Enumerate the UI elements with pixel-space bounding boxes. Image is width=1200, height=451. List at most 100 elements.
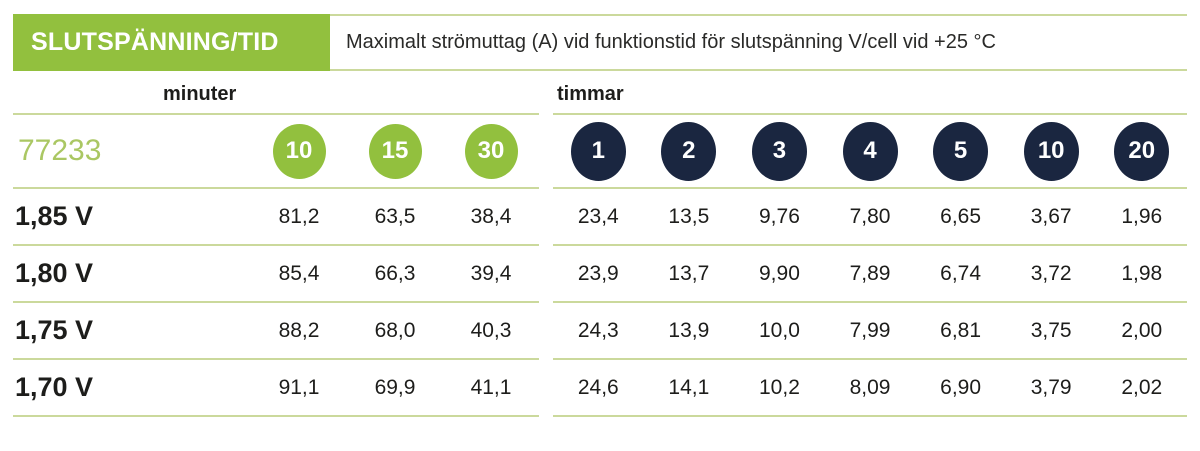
minutes-column-headers: 77233 10 15 30 <box>13 115 539 189</box>
value: 85,4 <box>278 261 320 285</box>
value: 13,9 <box>668 318 710 342</box>
hours-unit-label: timmar <box>557 83 624 105</box>
value: 3,67 <box>1030 204 1072 228</box>
value: 13,5 <box>668 204 710 228</box>
hours-20-badge: 20 <box>1114 121 1170 181</box>
value: 9,76 <box>759 204 800 228</box>
value: 24,3 <box>577 318 619 342</box>
minutes-15-badge: 15 <box>368 123 422 179</box>
value: 81,2 <box>278 204 320 228</box>
voltage-label: 1,85 V <box>15 201 94 231</box>
table-title-box: SLUTSPÄNNING/TID <box>13 14 330 71</box>
value: 24,6 <box>577 375 619 399</box>
value-cell: 85,4 <box>251 262 347 286</box>
value-cell: 6,90 <box>915 376 1006 400</box>
hours-header-cell: 1 <box>553 121 644 181</box>
value: 66,3 <box>374 261 416 285</box>
value-cell: 38,4 <box>443 205 539 229</box>
row-hours-values: 23,9 13,7 9,90 7,89 6,74 3,72 1,98 <box>553 246 1187 303</box>
value-cell: 1,96 <box>1096 205 1187 229</box>
value: 7,89 <box>849 261 891 285</box>
value: 41,1 <box>470 375 512 399</box>
product-code: 77233 <box>18 134 102 167</box>
row-minutes-values: 1,70 V 91,1 69,9 41,1 <box>13 360 539 417</box>
row-minutes-values: 1,85 V 81,2 63,5 38,4 <box>13 189 539 246</box>
column-group-gap <box>539 71 553 115</box>
value: 10,2 <box>759 375 800 399</box>
voltage-label-cell: 1,75 V <box>13 315 251 346</box>
table-description: Maximalt strömuttag (A) vid funktionstid… <box>346 31 996 53</box>
value-cell: 9,76 <box>734 205 825 229</box>
value-cell: 14,1 <box>644 376 735 400</box>
value: 2,00 <box>1121 318 1163 342</box>
value: 38,4 <box>470 204 512 228</box>
hours-1-badge: 1 <box>570 121 626 181</box>
value-cell: 6,74 <box>915 262 1006 286</box>
value-cell: 63,5 <box>347 205 443 229</box>
voltage-label-cell: 1,85 V <box>13 201 251 232</box>
row-minutes-values: 1,75 V 88,2 68,0 40,3 <box>13 303 539 360</box>
value: 88,2 <box>278 318 320 342</box>
value-cell: 23,4 <box>553 205 644 229</box>
table-description-box: Maximalt strömuttag (A) vid funktionstid… <box>330 14 1187 71</box>
value-cell: 8,09 <box>825 376 916 400</box>
value: 10,0 <box>759 318 800 342</box>
hours-10-badge: 10 <box>1023 121 1079 181</box>
voltage-label: 1,75 V <box>15 315 94 345</box>
value-cell: 7,99 <box>825 319 916 343</box>
minutes-30-badge: 30 <box>464 123 518 179</box>
value-cell: 7,89 <box>825 262 916 286</box>
table-row: 1,70 V 91,1 69,9 41,1 24,6 14,1 10,2 8,0… <box>0 360 1200 417</box>
value: 1,98 <box>1121 261 1163 285</box>
value: 63,5 <box>374 204 416 228</box>
hours-header-cell: 4 <box>825 121 916 181</box>
value: 2,02 <box>1121 375 1163 399</box>
voltage-label-cell: 1,70 V <box>13 372 251 403</box>
header-band: SLUTSPÄNNING/TID Maximalt strömuttag (A)… <box>13 14 1187 71</box>
value: 7,99 <box>849 318 891 342</box>
value-cell: 9,90 <box>734 262 825 286</box>
value: 6,90 <box>940 375 982 399</box>
value: 91,1 <box>278 375 320 399</box>
row-minutes-values: 1,80 V 85,4 66,3 39,4 <box>13 246 539 303</box>
value-cell: 3,67 <box>1006 205 1097 229</box>
hours-column-headers: 1 2 3 4 5 10 20 <box>553 115 1187 189</box>
value-cell: 7,80 <box>825 205 916 229</box>
value: 6,74 <box>940 261 982 285</box>
minutes-group-header: minuter <box>13 71 539 115</box>
hours-2-badge: 2 <box>661 121 717 181</box>
value-cell: 6,65 <box>915 205 1006 229</box>
value-cell: 24,3 <box>553 319 644 343</box>
value-cell: 68,0 <box>347 319 443 343</box>
value: 23,4 <box>577 204 619 228</box>
value-cell: 13,9 <box>644 319 735 343</box>
value-cell: 2,00 <box>1096 319 1187 343</box>
hours-header-cell: 5 <box>915 121 1006 181</box>
value-cell: 1,98 <box>1096 262 1187 286</box>
value-cell: 39,4 <box>443 262 539 286</box>
row-hours-values: 24,6 14,1 10,2 8,09 6,90 3,79 2,02 <box>553 360 1187 417</box>
value-cell: 6,81 <box>915 319 1006 343</box>
value: 23,9 <box>577 261 619 285</box>
value-cell: 40,3 <box>443 319 539 343</box>
value: 14,1 <box>668 375 710 399</box>
value: 39,4 <box>470 261 512 285</box>
value-cell: 13,7 <box>644 262 735 286</box>
value-cell: 2,02 <box>1096 376 1187 400</box>
value: 13,7 <box>668 261 710 285</box>
value-cell: 13,5 <box>644 205 735 229</box>
value-cell: 3,72 <box>1006 262 1097 286</box>
hours-4-badge: 4 <box>842 121 898 181</box>
value: 7,80 <box>849 204 891 228</box>
value: 9,90 <box>759 261 800 285</box>
table-row: 1,75 V 88,2 68,0 40,3 24,3 13,9 10,0 7,9… <box>0 303 1200 360</box>
hours-header-cell: 3 <box>734 121 825 181</box>
minutes-header-cell: 15 <box>347 123 443 179</box>
hours-header-cell: 20 <box>1096 121 1187 181</box>
value-cell: 23,9 <box>553 262 644 286</box>
value-cell: 41,1 <box>443 376 539 400</box>
hours-group-header: timmar <box>553 71 1187 115</box>
column-group-gap <box>539 246 553 303</box>
row-hours-values: 23,4 13,5 9,76 7,80 6,65 3,67 1,96 <box>553 189 1187 246</box>
